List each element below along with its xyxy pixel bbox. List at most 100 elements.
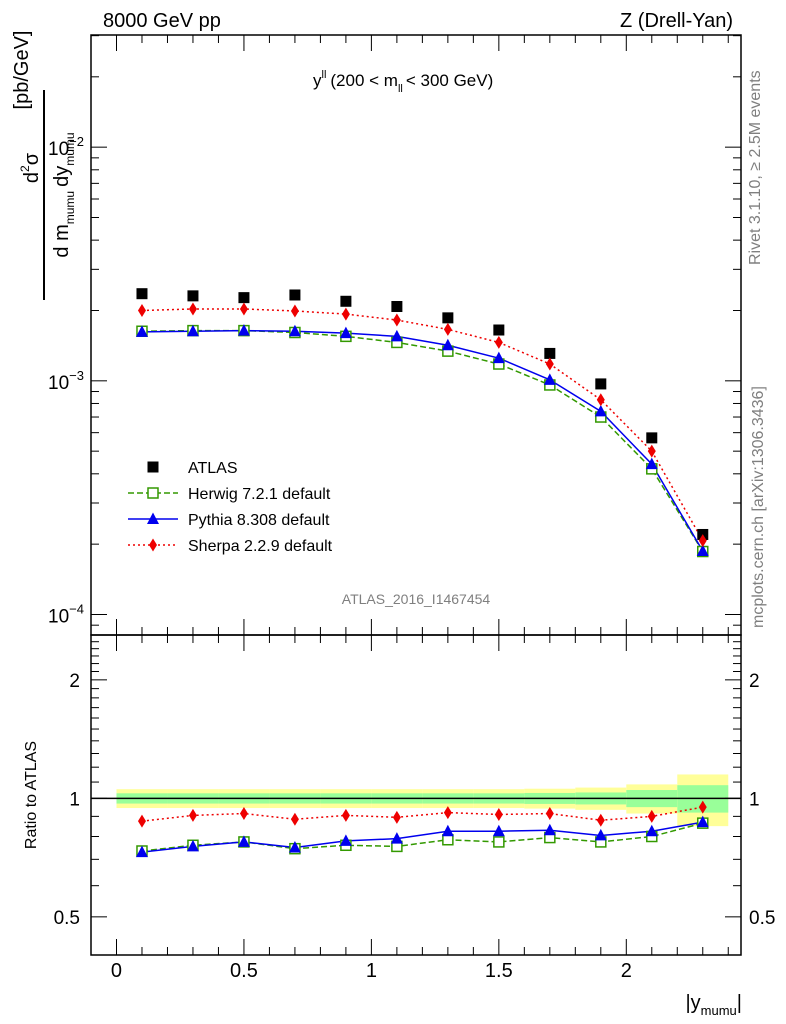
ratio-y-tick-label-right: 1 xyxy=(749,789,760,810)
analysis-watermark: ATLAS_2016_I1467454 xyxy=(342,591,491,607)
main-point-atlas xyxy=(646,432,658,444)
legend: ATLAS Herwig 7.2.1 default Pythia 8.308 de… xyxy=(128,460,333,555)
main-point-pythia xyxy=(339,326,352,339)
ratio-point-sherpa xyxy=(494,807,503,821)
main-point-sherpa xyxy=(188,302,197,316)
legend-label-sherpa: Sherpa 2.2.9 default xyxy=(188,538,333,555)
main-point-sherpa xyxy=(392,313,401,327)
ratio-point-sherpa xyxy=(698,800,707,814)
svg-text:mcplots.cern.ch [arXiv:1306.34: mcplots.cern.ch [arXiv:1306.3436] xyxy=(750,386,767,628)
main-point-atlas xyxy=(187,290,199,302)
x-axis-label: |ymumu| xyxy=(685,992,742,1018)
ratio-series xyxy=(135,800,709,858)
main-point-atlas xyxy=(544,347,556,359)
ratio-line-herwig xyxy=(141,822,703,852)
main-point-pythia xyxy=(645,457,658,470)
ratio-point-sherpa xyxy=(443,806,452,820)
main-point-pythia xyxy=(696,544,709,556)
main-point-atlas xyxy=(340,295,352,307)
svg-text:d2σ: d2σ xyxy=(18,152,43,183)
legend-marker-atlas xyxy=(147,461,159,473)
ratio-point-pythia xyxy=(441,824,454,837)
main-point-atlas xyxy=(595,378,607,390)
header-right: Z (Drell-Yan) xyxy=(620,10,733,32)
ratio-point-pythia xyxy=(645,824,658,837)
main-y-tick-label: 10−4 xyxy=(48,601,84,627)
ratio-point-sherpa xyxy=(239,807,248,821)
main-point-sherpa xyxy=(290,304,299,318)
ratio-point-sherpa xyxy=(188,808,197,822)
main-y-tick-label: 10−2 xyxy=(48,134,84,160)
ratio-point-pythia xyxy=(288,841,301,853)
main-point-sherpa xyxy=(137,303,146,317)
main-point-sherpa xyxy=(596,393,605,407)
ratio-y-tick-label-left: 1 xyxy=(69,789,80,810)
main-point-sherpa xyxy=(647,444,656,458)
ratio-y-tick-label-left: 2 xyxy=(69,671,80,692)
x-tick-label: 2 xyxy=(621,960,632,982)
ratio-point-sherpa xyxy=(647,809,656,823)
main-point-pythia xyxy=(135,325,148,337)
main-ylabel-unit: [pb/GeV] xyxy=(11,31,33,110)
rivet-label: Rivet 3.1.10, ≥ 2.5M events xyxy=(747,70,764,265)
svg-text:d mmumudymumu: d mmumudymumu xyxy=(51,132,77,257)
ratio-point-pythia xyxy=(594,828,607,841)
main-point-atlas xyxy=(391,301,403,313)
legend-marker-pythia xyxy=(147,512,159,524)
x-tick-label: 0 xyxy=(111,960,122,982)
main-point-pythia xyxy=(186,324,199,337)
legend-label-pythia: Pythia 8.308 default xyxy=(188,512,330,529)
main-point-sherpa xyxy=(443,322,452,336)
main-point-pythia xyxy=(594,404,607,417)
ratio-y-tick-label-right: 2 xyxy=(749,671,760,692)
axes: 0 0.5 1 1.5 2 10−2 10−3 10−4 2 2 1 1 0.5 0.5 xyxy=(48,34,775,982)
main-point-atlas xyxy=(136,288,148,300)
main-point-pythia xyxy=(237,324,250,336)
main-line-pythia xyxy=(141,329,704,552)
ratio-uncertainty-bands xyxy=(91,774,741,827)
mcplots-label: mcplots.cern.ch [arXiv:1306.3436] xyxy=(750,386,767,628)
ratio-point-pythia xyxy=(186,839,199,852)
main-series xyxy=(135,288,709,558)
ratio-point-herwig xyxy=(493,836,505,848)
x-tick-label: 1 xyxy=(366,960,377,982)
ratio-point-pythia xyxy=(543,823,556,836)
ratio-line-sherpa xyxy=(141,806,703,822)
ratio-point-sherpa xyxy=(545,807,554,821)
main-point-sherpa xyxy=(341,307,350,321)
ratio-point-sherpa xyxy=(392,810,401,824)
ratio-point-sherpa xyxy=(596,813,605,827)
main-ylabel: d2σ xyxy=(18,152,43,183)
legend-marker-herwig xyxy=(147,487,159,499)
ratio-point-pythia xyxy=(339,834,352,846)
legend-marker-sherpa xyxy=(149,538,157,552)
ratio-point-pythia xyxy=(390,832,403,844)
ratio-point-pythia xyxy=(696,815,709,828)
main-point-atlas xyxy=(493,324,505,336)
main-point-sherpa xyxy=(698,534,707,548)
x-tick-label: 0.5 xyxy=(230,960,258,982)
legend-label-atlas: ATLAS xyxy=(188,460,238,477)
ratio-point-sherpa xyxy=(341,808,350,822)
main-line-sherpa xyxy=(141,308,704,542)
main-point-sherpa xyxy=(239,302,248,316)
main-point-atlas xyxy=(289,289,301,301)
ratio-point-pythia xyxy=(237,835,250,847)
ratio-line-pythia xyxy=(141,821,703,853)
ratio-y-tick-label-right: 0.5 xyxy=(749,908,775,929)
header-left: 8000 GeV pp xyxy=(103,10,221,32)
ratio-point-sherpa xyxy=(290,812,299,826)
main-point-sherpa xyxy=(494,335,503,349)
svg-text:Ratio to ATLAS: Ratio to ATLAS xyxy=(23,741,40,849)
legend-label-herwig: Herwig 7.2.1 default xyxy=(188,486,331,503)
main-point-pythia xyxy=(441,338,454,351)
main-ylabel-denominator: d mmumudymumu xyxy=(51,132,77,257)
main-point-pythia xyxy=(492,351,505,364)
main-point-pythia xyxy=(390,329,403,342)
svg-text:[pb/GeV]: [pb/GeV] xyxy=(11,31,33,110)
main-point-pythia xyxy=(288,324,301,337)
ratio-point-pythia xyxy=(492,824,505,837)
main-point-pythia xyxy=(543,373,556,385)
main-title: yll (200 < mll < 300 GeV) xyxy=(313,69,493,95)
